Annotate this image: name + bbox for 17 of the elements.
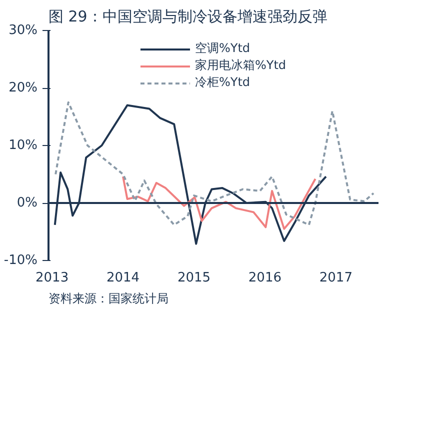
chart-title: 图 29：中国空调与制冷设备增速强劲反弹 xyxy=(48,8,328,26)
y-tick-label: 10% xyxy=(8,138,38,153)
x-tick-label: 2013 xyxy=(36,270,69,286)
line-series xyxy=(122,176,316,230)
legend-label: 家用电冰箱%Ytd xyxy=(194,57,286,74)
legend-label: 冷柜%Ytd xyxy=(194,74,250,91)
y-tick-label: -10% xyxy=(4,253,38,268)
y-tick-label: 20% xyxy=(8,80,38,96)
x-tick-label: 2016 xyxy=(248,270,282,286)
x-tick-label: 2017 xyxy=(319,270,352,286)
y-tick-label: 30% xyxy=(8,23,38,38)
x-tick-label: 2014 xyxy=(106,270,140,286)
y-tick-label: 0% xyxy=(16,196,38,210)
line-series xyxy=(54,101,375,226)
legend-label: 空调%Ytd xyxy=(194,40,250,57)
x-tick-label: 2015 xyxy=(177,270,211,286)
text: 资料来源：国家统计局 xyxy=(48,292,168,306)
